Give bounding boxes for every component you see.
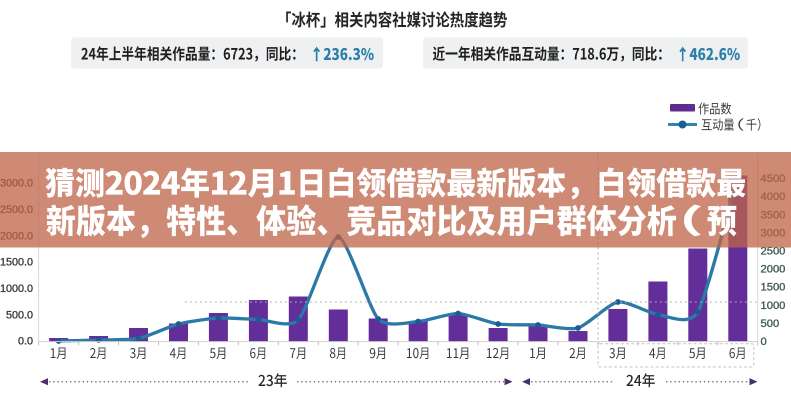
svg-text:500: 500: [761, 318, 780, 330]
svg-text:1000: 1000: [761, 300, 786, 312]
svg-text:1500.0: 1500.0: [0, 257, 33, 269]
svg-text:1500: 1500: [761, 282, 786, 294]
svg-text:500.0: 500.0: [6, 309, 33, 321]
svg-text:1000.0: 1000.0: [0, 283, 33, 295]
svg-text:2000: 2000: [761, 264, 786, 276]
svg-text:2500: 2500: [761, 246, 786, 258]
svg-text:0: 0: [761, 336, 767, 348]
svg-text:0.0: 0.0: [18, 336, 33, 348]
